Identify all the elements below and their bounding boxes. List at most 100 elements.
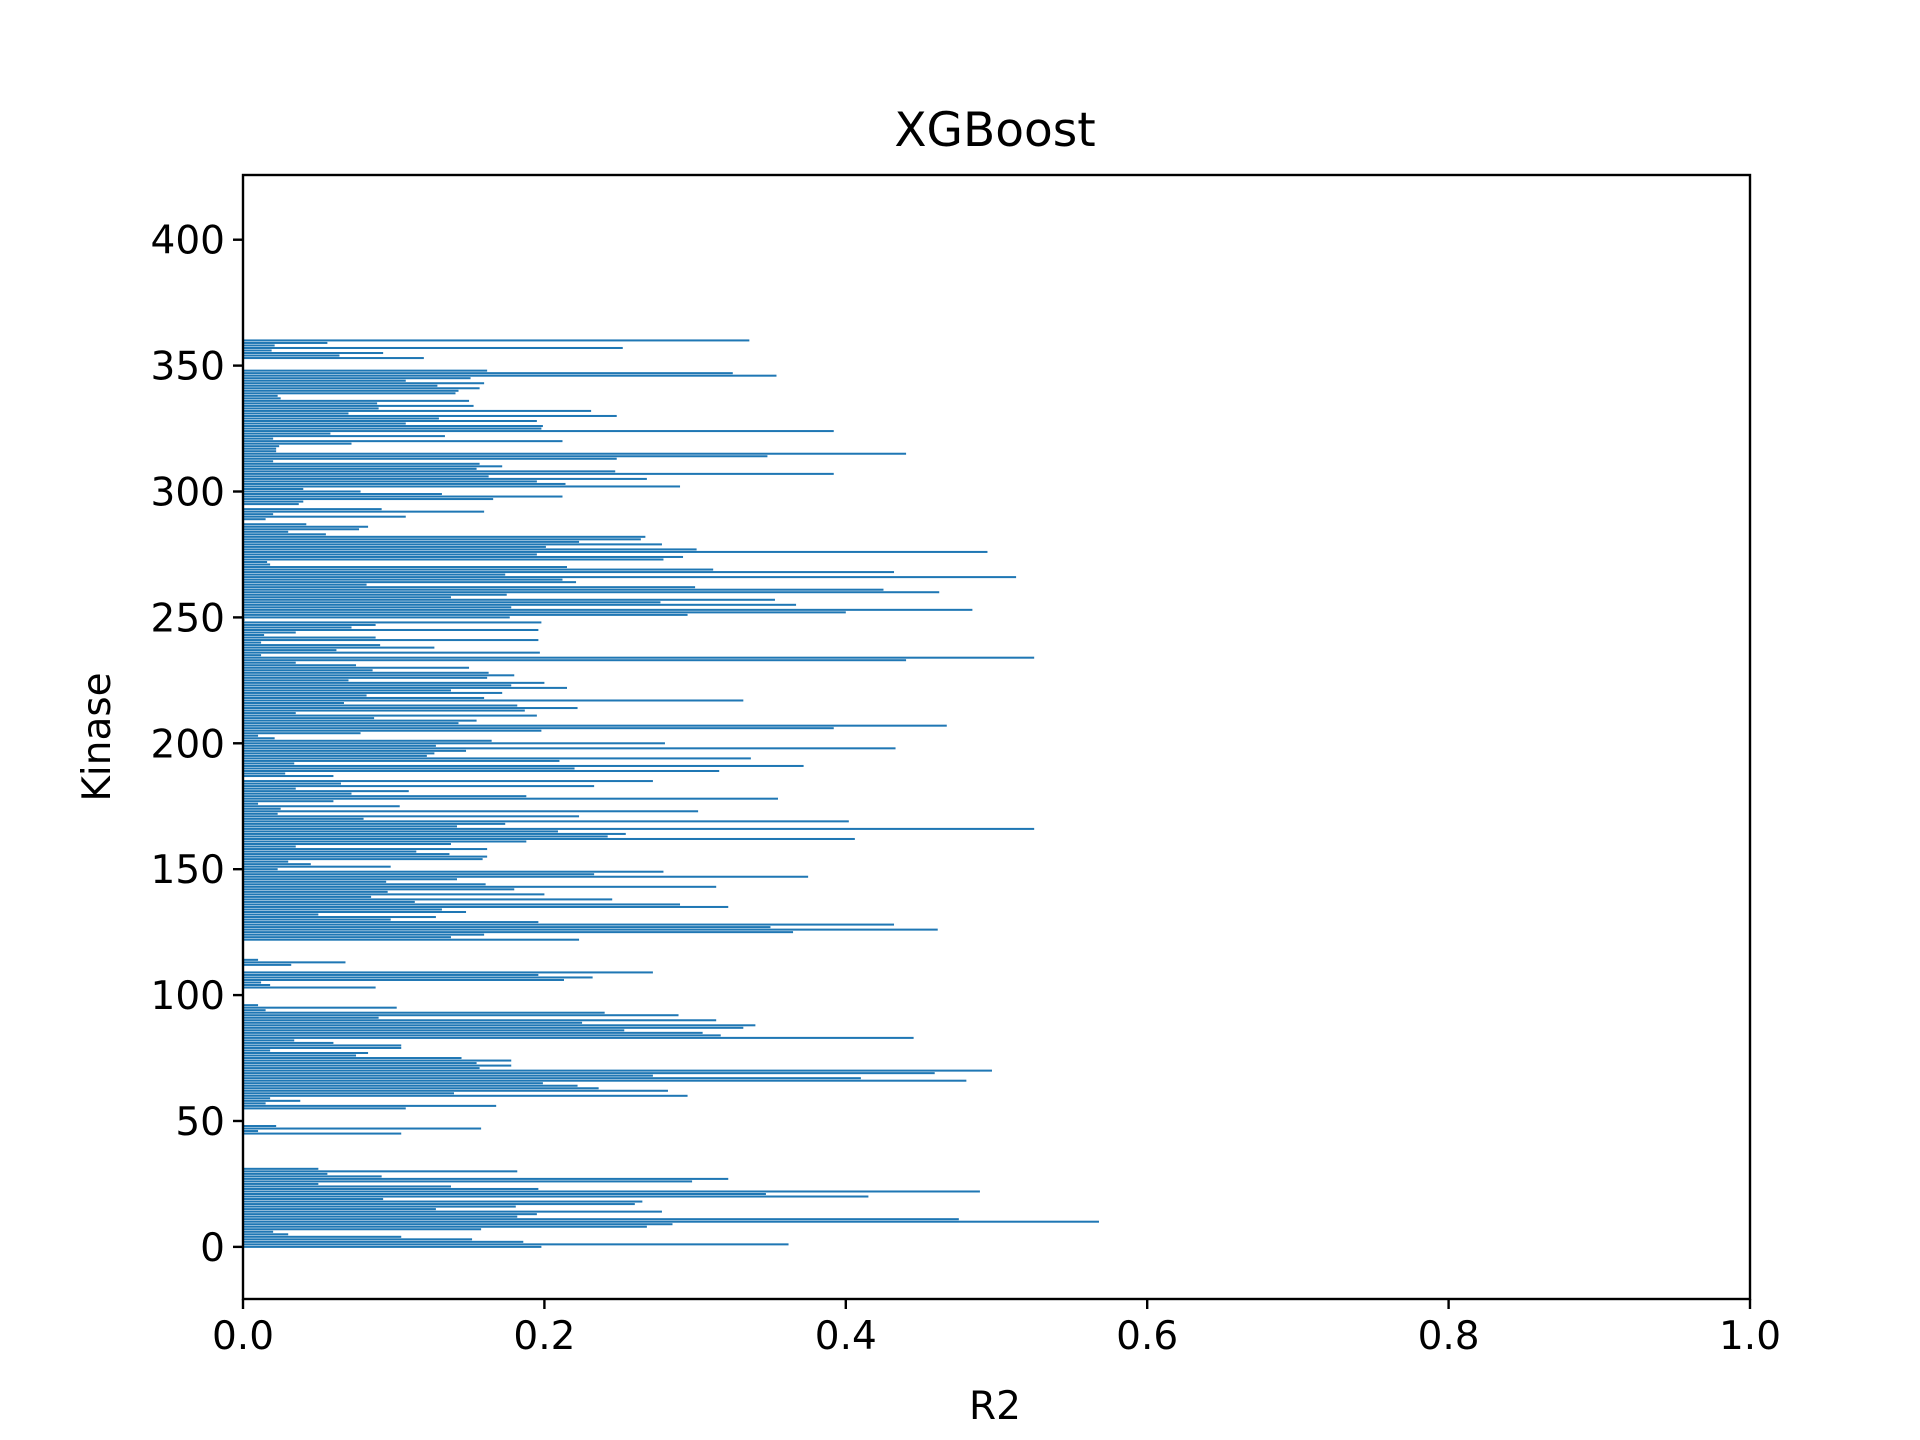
- bar: [243, 503, 299, 506]
- bar: [243, 712, 296, 715]
- bar: [243, 402, 378, 405]
- bar: [243, 1107, 406, 1110]
- bar: [243, 1046, 402, 1049]
- bar: [243, 442, 352, 445]
- bar: [243, 762, 295, 765]
- bar: [243, 837, 855, 840]
- bar: [243, 611, 846, 614]
- bar: [243, 472, 834, 475]
- bar: [243, 900, 415, 903]
- bar: [243, 921, 539, 924]
- bar: [243, 1006, 397, 1009]
- bar: [243, 608, 973, 611]
- bar: [243, 724, 947, 727]
- bar: [243, 669, 373, 672]
- bar: [243, 601, 661, 604]
- bar: [243, 1026, 744, 1029]
- bar: [243, 1044, 402, 1047]
- bar: [243, 394, 278, 397]
- bar: [243, 596, 451, 599]
- bar: [243, 832, 626, 835]
- x-tick-label: 0.2: [513, 1314, 575, 1359]
- bar: [243, 1167, 319, 1170]
- bar: [243, 986, 376, 989]
- bar: [243, 450, 277, 453]
- bar: [243, 659, 907, 662]
- bar: [243, 540, 580, 543]
- bar: [243, 533, 326, 536]
- bar: [243, 1074, 653, 1077]
- bar: [243, 691, 503, 694]
- bar: [243, 749, 467, 752]
- bar: [243, 606, 512, 609]
- bar: [243, 1039, 295, 1042]
- bar: [243, 664, 357, 667]
- bar: [243, 1092, 454, 1095]
- bar: [243, 928, 938, 931]
- bar: [243, 465, 503, 468]
- x-tick-label: 0.6: [1116, 1314, 1178, 1359]
- bar: [243, 1034, 721, 1037]
- bar: [243, 868, 278, 871]
- bar: [243, 389, 459, 392]
- bar: [243, 873, 595, 876]
- bar: [243, 513, 274, 516]
- bar: [243, 878, 457, 881]
- bar: [243, 548, 697, 551]
- bar: [243, 666, 470, 669]
- y-tick-label: 100: [151, 974, 225, 1019]
- bar: [243, 628, 539, 631]
- bar: [243, 709, 525, 712]
- bar: [243, 384, 438, 387]
- bar: [243, 1036, 914, 1039]
- bar: [243, 603, 797, 606]
- bar: [243, 772, 286, 775]
- bar: [243, 825, 457, 828]
- bar: [243, 432, 331, 435]
- bar: [243, 477, 647, 480]
- bar: [243, 883, 486, 886]
- bar: [243, 369, 488, 372]
- bar: [243, 835, 608, 838]
- bar: [243, 455, 768, 458]
- bar: [243, 888, 515, 891]
- x-tick-label: 0.0: [212, 1314, 274, 1359]
- bar: [243, 1057, 462, 1060]
- bar: [243, 676, 488, 679]
- bar: [243, 397, 281, 400]
- bar: [243, 684, 512, 687]
- bar: [243, 910, 467, 914]
- bar: [243, 578, 563, 581]
- bar: [243, 1192, 766, 1196]
- bar: [243, 780, 653, 783]
- bar: [243, 704, 518, 707]
- bar: [243, 1190, 980, 1193]
- bar: [243, 1175, 382, 1178]
- bar: [243, 1016, 379, 1019]
- bar: [243, 1077, 861, 1080]
- bar: [243, 545, 546, 548]
- bar: [243, 399, 470, 402]
- bar: [243, 1089, 668, 1092]
- bar: [243, 1177, 729, 1180]
- bar: [243, 1187, 539, 1190]
- y-axis-label: Kinase: [75, 672, 120, 801]
- bar: [243, 853, 450, 856]
- bar: [243, 558, 664, 561]
- bar: [243, 482, 566, 485]
- bar: [243, 352, 384, 355]
- bar: [243, 1127, 482, 1130]
- bar: [243, 656, 1035, 659]
- bar: [243, 744, 436, 747]
- bar: [243, 976, 593, 979]
- bar: [243, 588, 884, 591]
- bar: [243, 732, 361, 735]
- bar: [243, 1172, 328, 1175]
- bar: [243, 1072, 935, 1075]
- bar: [243, 485, 681, 488]
- bar: [243, 903, 681, 906]
- bar: [243, 1200, 643, 1203]
- bar: [243, 621, 542, 624]
- y-tick-label: 300: [151, 471, 225, 516]
- bar: [243, 893, 545, 896]
